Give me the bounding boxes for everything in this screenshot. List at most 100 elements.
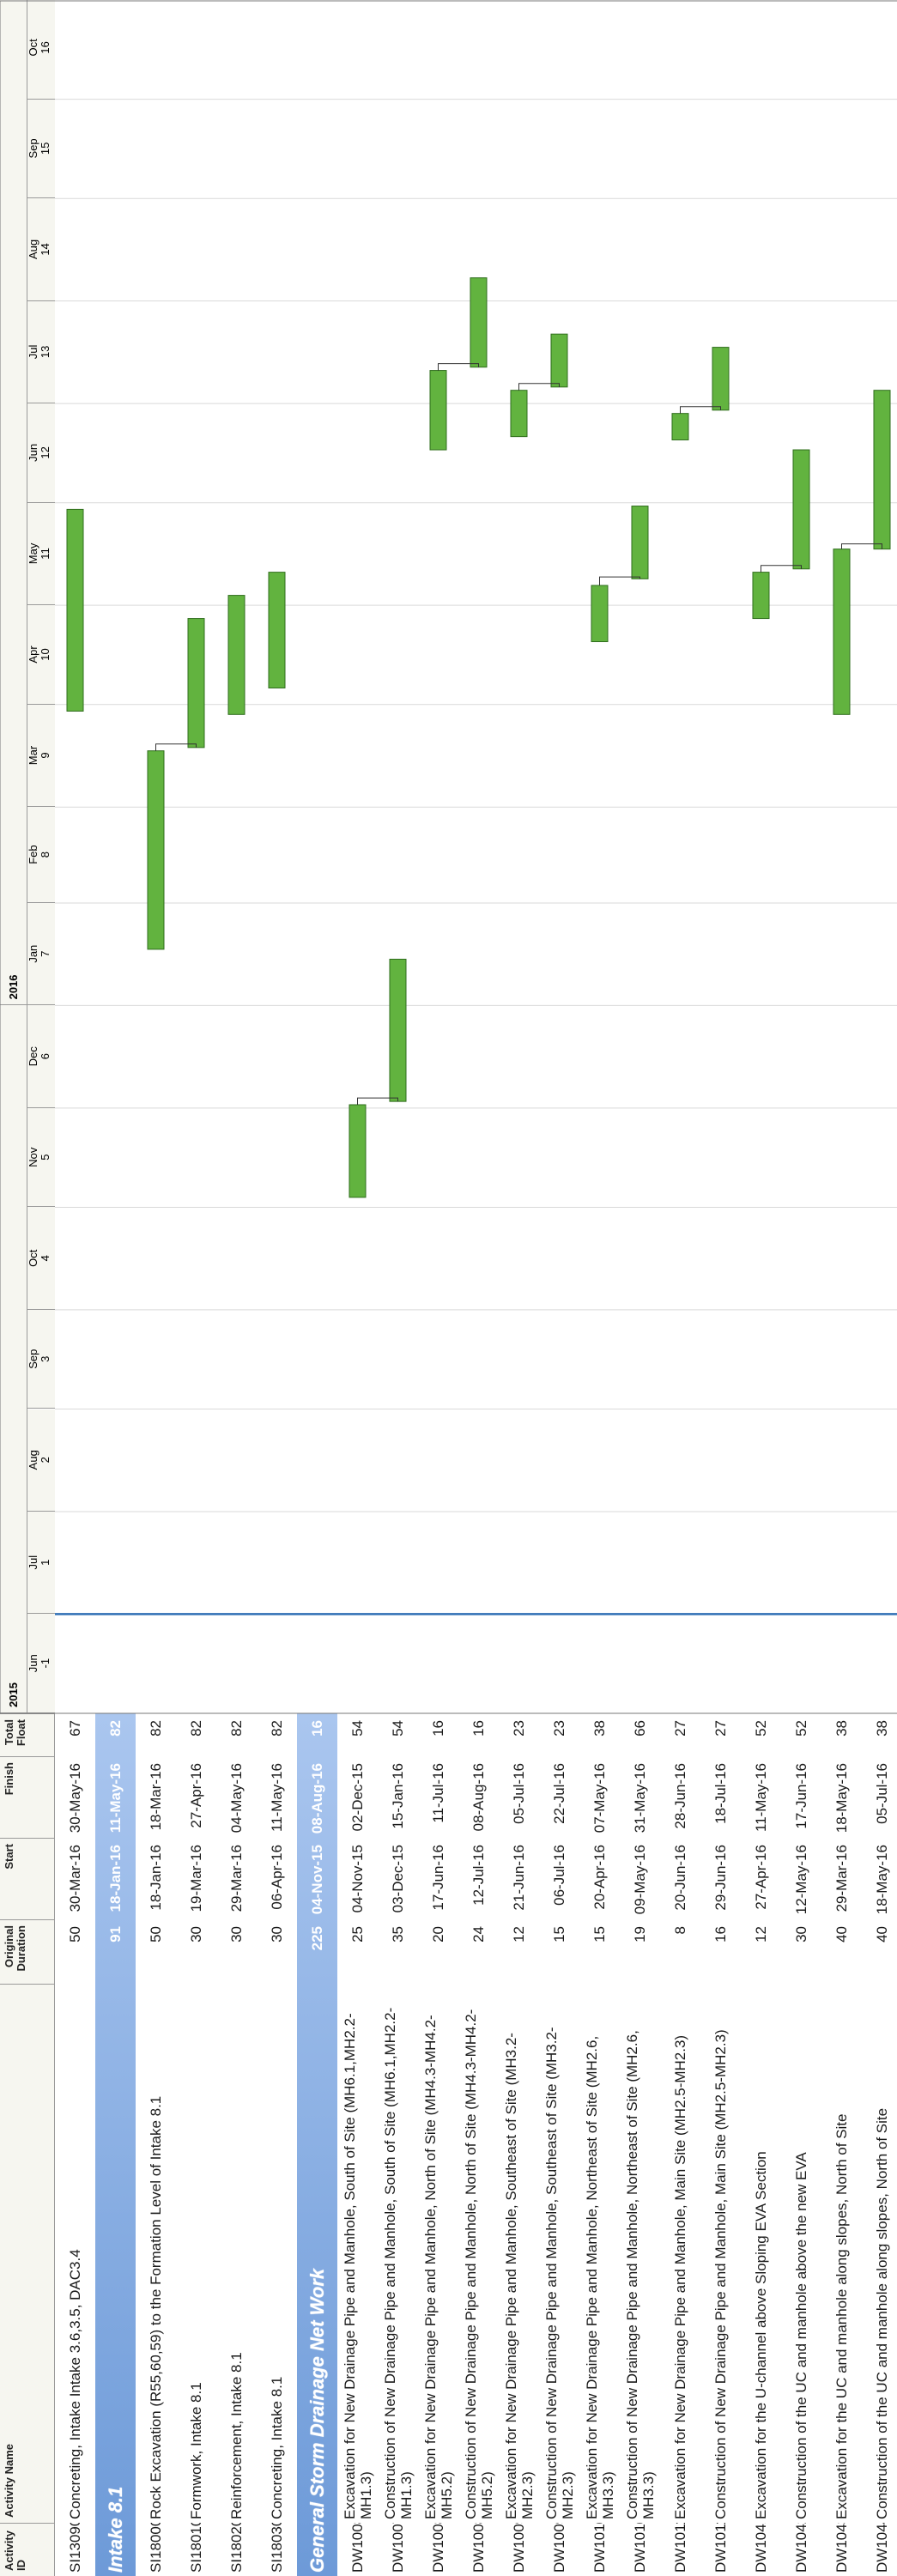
col-header-finish[interactable]: Finish: [0, 1756, 55, 1838]
activity-bar: [631, 506, 649, 579]
activity-bar: [833, 549, 851, 715]
activity-bar: [147, 750, 165, 950]
cell-start: 21-Jun-16: [510, 1845, 527, 1911]
activity-bar: [873, 390, 891, 550]
table-row[interactable]: SI18000 Rock Excavation (R55,60,59) to th…: [136, 1713, 177, 2576]
dependency-link: [599, 576, 640, 586]
activity-bar: [712, 347, 730, 411]
dependency-link: [518, 383, 560, 391]
table-row[interactable]: DW10440 Construction of the UC and manhol…: [862, 1713, 897, 2576]
group-row[interactable]: General Storm Drainage Net Work 225 04-Nov…: [297, 1713, 337, 2576]
activity-bar: [591, 585, 609, 643]
cell-start: 04-Nov-15: [348, 1845, 366, 1913]
cell-finish: 22-Jul-16: [550, 1763, 567, 1824]
cell-float: 16: [429, 1720, 446, 1737]
cell-float: 66: [631, 1720, 648, 1737]
cell-finish: 08-Aug-16: [470, 1763, 487, 1832]
table-row[interactable]: DW10410 Excavation for the U-channel abov…: [741, 1713, 782, 2576]
col-header-duration[interactable]: Original Duration: [0, 1919, 55, 1984]
group-row[interactable]: Intake 8.1 91 18-Jan-16 11-May-16 82: [95, 1713, 136, 2576]
cell-start: 20-Apr-16: [591, 1845, 608, 1910]
cell-duration: 16: [712, 1926, 729, 1943]
cell-duration: 25: [348, 1926, 366, 1943]
cell-duration: 12: [510, 1926, 527, 1943]
cell-float: 38: [873, 1720, 890, 1737]
col-header-float[interactable]: Total Float: [0, 1713, 55, 1756]
table-row[interactable]: DW10085 Construction of New Drainage Pipe…: [458, 1713, 500, 2576]
table-row[interactable]: DW10110 Excavation for New Drainage Pipe …: [660, 1713, 701, 2576]
cell-finish: 02-Dec-15: [348, 1763, 366, 1832]
cell-finish: 28-Jun-16: [671, 1763, 688, 1829]
table-row[interactable]: DW10105 Construction of New Drainage Pipe…: [620, 1713, 661, 2576]
table-row[interactable]: DW10080 Excavation for New Drainage Pipe …: [418, 1713, 459, 2576]
table-row[interactable]: DW10430 Excavation for the UC and manhole…: [821, 1713, 863, 2576]
cell-finish: 04-May-16: [227, 1763, 245, 1834]
table-row[interactable]: DW10090 Excavation for New Drainage Pipe …: [499, 1713, 540, 2576]
col-header-name[interactable]: Activity Name: [0, 1984, 55, 2523]
cell-duration: 24: [470, 1926, 487, 1943]
cell-finish: 11-Jul-16: [429, 1763, 446, 1823]
cell-name: Reinforcement, Intake 8.1: [228, 2352, 245, 2519]
cell-start: 27-Apr-16: [752, 1845, 769, 1910]
cell-start: 06-Jul-16: [550, 1845, 567, 1906]
activity-bar: [752, 572, 770, 620]
table-row[interactable]: SI13090 Concreting, Intake Intake 3.6,3.5…: [55, 1713, 96, 2576]
table-row[interactable]: DW10095 Construction of New Drainage Pipe…: [539, 1713, 580, 2576]
cell-start: 20-Jun-16: [671, 1845, 688, 1911]
cell-float: 52: [792, 1720, 809, 1737]
cell-finish: 15-Jan-16: [389, 1763, 406, 1829]
cell-float: 54: [348, 1720, 366, 1737]
cell-finish: 17-Jun-16: [792, 1763, 809, 1829]
activity-bar: [348, 1104, 367, 1198]
cell-start: 29-Mar-16: [227, 1845, 245, 1912]
cell-duration: 19: [631, 1926, 648, 1943]
col-header-id[interactable]: Activity ID: [0, 2523, 55, 2576]
col-header-start[interactable]: Start: [0, 1838, 55, 1919]
cell-name: Construction of New Drainage Pipe and Ma…: [712, 2029, 729, 2519]
cell-float: 82: [147, 1720, 164, 1737]
cell-start: 12-May-16: [792, 1845, 809, 1915]
cell-duration: 15: [591, 1926, 608, 1943]
cell-finish: 18-Mar-16: [147, 1763, 164, 1831]
cell-id: DW10430: [833, 2523, 850, 2573]
cell-duration: 8: [671, 1926, 688, 1935]
group-start: 18-Jan-16: [106, 1845, 124, 1912]
cell-id: DW10420: [792, 2523, 809, 2573]
dependency-link: [841, 543, 882, 549]
cell-float: 54: [389, 1720, 406, 1737]
cell-start: 18-Jan-16: [147, 1845, 164, 1911]
cell-id: DW10095: [550, 2523, 567, 2573]
cell-id: SI18000: [147, 2523, 164, 2573]
cell-name: Concreting, Intake 8.1: [269, 2376, 285, 2519]
cell-start: 06-Apr-16: [268, 1845, 285, 1910]
cell-duration: 35: [389, 1926, 406, 1943]
table-row[interactable]: SI18020 Reinforcement, Intake 8.1 30 29-Mar…: [216, 1713, 258, 2576]
table-row[interactable]: DW10420 Construction of the UC and manhol…: [781, 1713, 822, 2576]
activity-bar: [792, 449, 810, 570]
cell-finish: 11-May-16: [268, 1763, 285, 1832]
table-row[interactable]: DW10100 Excavation for New Drainage Pipe …: [579, 1713, 621, 2576]
group-name: Intake 8.1: [104, 2486, 126, 2573]
dependency-link: [761, 565, 802, 573]
cell-float: 52: [752, 1720, 769, 1737]
cell-duration: 20: [429, 1926, 446, 1943]
cell-float: 82: [227, 1720, 245, 1737]
cell-start: 19-Mar-16: [187, 1845, 204, 1912]
cell-name: Rock Excavation (R55,60,59) to the Forma…: [148, 2095, 164, 2519]
cell-id: DW10085: [470, 2523, 487, 2573]
group-finish: 11-May-16: [106, 1763, 124, 1834]
table-row[interactable]: SI18030 Concreting, Intake 8.1 30 06-Apr-16…: [257, 1713, 298, 2576]
table-row[interactable]: DW10070 Construction of New Drainage Pipe…: [378, 1713, 419, 2576]
table-row[interactable]: SI18010 Formwork, Intake 8.1 30 19-Mar-16 27…: [176, 1713, 217, 2576]
cell-name: Excavation for New Drainage Pipe and Man…: [583, 2035, 616, 2519]
table-row[interactable]: DW10084 Excavation for New Drainage Pipe …: [337, 1713, 379, 2576]
table-row[interactable]: DW10115 Construction of New Drainage Pipe…: [700, 1713, 742, 2576]
dependency-link: [357, 1097, 398, 1105]
cell-float: 16: [470, 1720, 487, 1737]
activity-bar: [429, 370, 447, 451]
cell-start: 29-Mar-16: [833, 1845, 850, 1912]
cell-id: SI18030: [268, 2523, 285, 2573]
cell-id: DW10100: [591, 2523, 608, 2573]
cell-finish: 31-May-16: [631, 1763, 648, 1834]
